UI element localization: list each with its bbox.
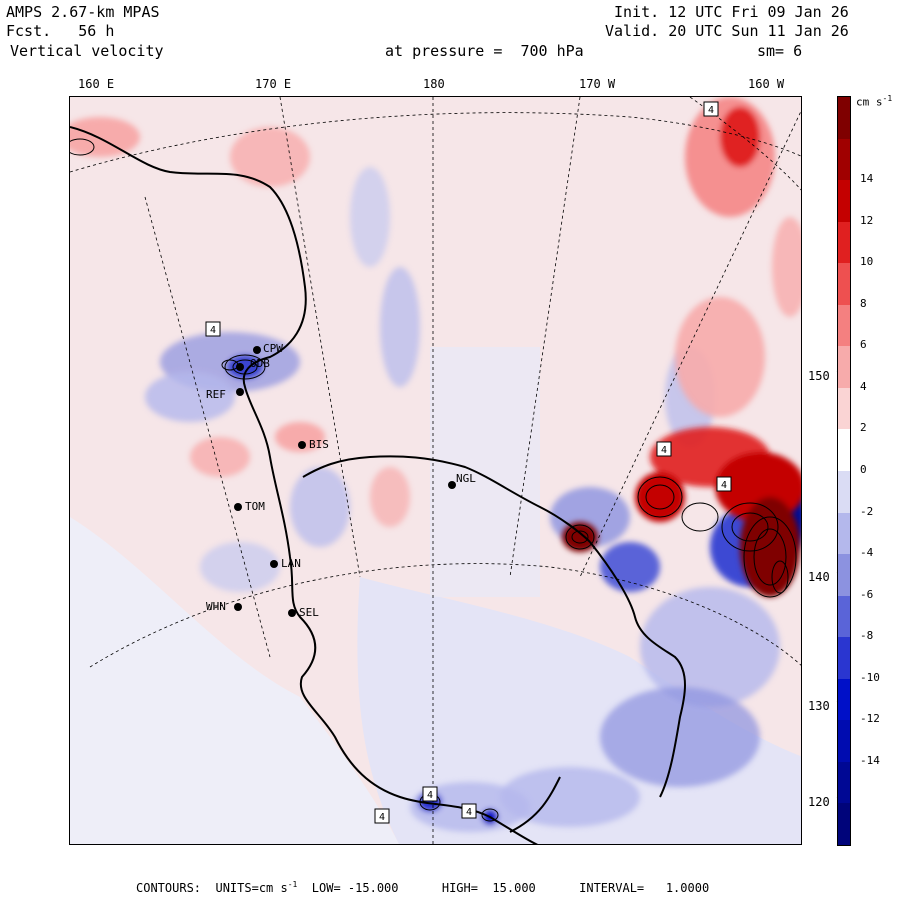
colorbar-segment — [838, 138, 850, 181]
lon-label-170w: 170 W — [579, 77, 616, 91]
lon-label-160e: 160 E — [78, 77, 115, 91]
model-title: AMPS 2.67-km MPAS — [6, 3, 160, 21]
colorbar-tick-label: 2 — [860, 421, 867, 435]
colorbar-tick-label: -10 — [860, 670, 880, 684]
station-label-odb: ODB — [250, 357, 270, 370]
lon-label-160w: 160 W — [748, 77, 785, 91]
box-label-7: 4 — [466, 807, 472, 818]
box-label-4: 4 — [721, 480, 727, 491]
colorbar-segment — [838, 554, 850, 597]
graticule — [70, 97, 801, 844]
init-time: Init. 12 UTC Fri 09 Jan 26 — [614, 3, 849, 21]
box-label-3: 4 — [661, 445, 667, 456]
station-label-tom: TOM — [245, 500, 265, 513]
station-label-sel: SEL — [299, 606, 319, 619]
station-label-bis: BIS — [309, 438, 329, 451]
station-dots — [234, 346, 456, 617]
colorbar-segment — [838, 803, 850, 846]
colorbar-segment — [838, 180, 850, 223]
lat-label-130w: 130 W — [808, 699, 845, 713]
colorbar-tick-label: 8 — [860, 296, 867, 310]
pressure-level: at pressure = 700 hPa — [385, 42, 584, 60]
contour-clusters — [70, 138, 797, 822]
colorbar-units: cm s-1 — [856, 94, 893, 109]
positive-velocity-patches — [70, 97, 801, 597]
colorbar-segment — [838, 471, 850, 513]
colorbar-segment — [838, 637, 850, 680]
forecast-hour: Fcst. 56 h — [6, 22, 115, 40]
lon-label-170e: 170 E — [255, 77, 292, 91]
lat-label-140w: 140 W — [808, 570, 845, 584]
station-label-ref: REF — [206, 388, 226, 401]
map-panel: 4 4 4 4 4 4 4 — [69, 96, 802, 845]
box-label-1: 4 — [210, 325, 216, 336]
smoothing: sm= 6 — [757, 42, 803, 60]
colorbar-segment — [838, 678, 850, 721]
colorbar-tick-label: -14 — [860, 753, 880, 767]
colorbar-segment — [838, 429, 850, 472]
box-markers — [205, 101, 732, 824]
colorbar-segment — [838, 346, 850, 389]
lat-label-120w: 120 W — [808, 795, 845, 809]
coastline — [70, 126, 686, 844]
colorbar — [837, 96, 851, 846]
colorbar-tick-label: 0 — [860, 463, 867, 476]
colorbar-tick-label: 4 — [860, 379, 867, 393]
box-label-2: 4 — [708, 105, 714, 116]
box-marker-labels: 4 4 4 4 4 4 4 — [210, 105, 727, 823]
lat-label-150w: 150 W — [808, 369, 845, 383]
ross-shelf-tint — [430, 347, 540, 597]
colorbar-segment — [838, 263, 850, 306]
colorbar-tick-label: 6 — [860, 338, 867, 352]
colorbar-tick-label: 14 — [860, 172, 874, 186]
colorbar-tick-label: 12 — [860, 213, 874, 227]
colorbar-segment — [838, 761, 850, 804]
map-field: 4 4 4 4 4 4 4 — [70, 97, 801, 844]
valid-time: Valid. 20 UTC Sun 11 Jan 26 — [605, 22, 849, 40]
colorbar-tick-label: -2 — [860, 504, 874, 518]
box-label-5: 4 — [379, 812, 385, 823]
station-label-cpw: CPW — [263, 342, 283, 355]
colorbar-segment — [838, 97, 850, 139]
colorbar-segment — [838, 720, 850, 763]
colorbar-segment — [838, 304, 850, 347]
lon-label-180: 180 — [423, 77, 445, 91]
colorbar-segment — [838, 512, 850, 555]
colorbar-tick-label: 10 — [860, 255, 874, 269]
field-name: Vertical velocity — [10, 42, 164, 60]
colorbar-tick-label: -8 — [860, 629, 874, 643]
ice-region-southwest — [70, 517, 399, 844]
station-label-ngl: NGL — [456, 472, 476, 485]
colorbar-segment — [838, 387, 850, 430]
colorbar-segment — [838, 595, 850, 638]
box-label-6: 4 — [427, 790, 433, 801]
contour-info: CONTOURS: UNITS=cm s-1 LOW= -15.000 HIGH… — [136, 880, 710, 895]
colorbar-tick-label: -12 — [860, 712, 880, 726]
colorbar-tick-label: -6 — [860, 587, 874, 601]
colorbar-tick-label: -4 — [860, 546, 874, 560]
station-label-whn: WHN — [206, 600, 226, 613]
colorbar-segment — [838, 221, 850, 264]
station-label-lan: LAN — [281, 557, 301, 570]
